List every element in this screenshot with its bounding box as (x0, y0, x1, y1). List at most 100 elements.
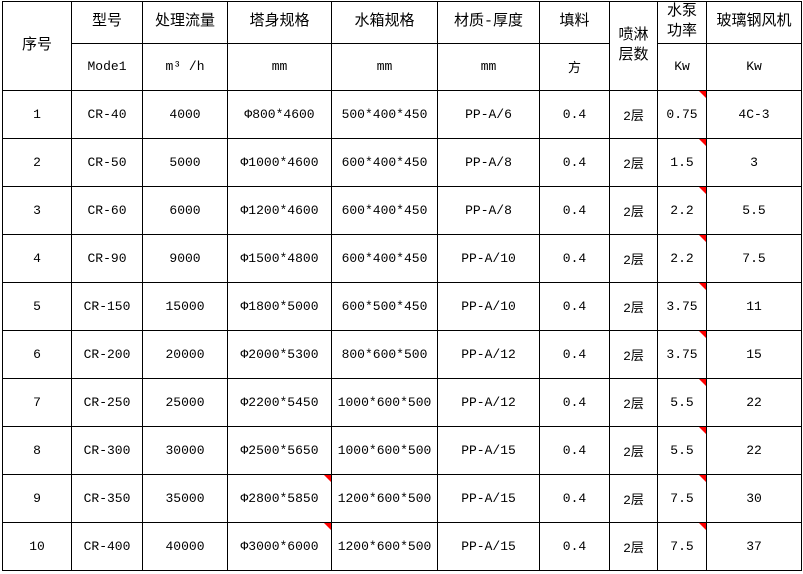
cell-spray-layers: 2层 (609, 233, 658, 283)
table-row: 1 CR-40 4000 Φ800*4600 500*400*450 PP-A/… (2, 89, 802, 139)
cell-filler: 0.4 (539, 473, 610, 523)
cell-model: CR-90 (71, 233, 143, 283)
cell-tank-spec: 600*400*450 (331, 185, 438, 235)
cell-filler: 0.4 (539, 425, 610, 475)
comment-marker-icon (699, 474, 706, 482)
cell-serial: 8 (2, 425, 72, 475)
cell-tank-spec: 1200*600*500 (331, 473, 438, 523)
col-header-spray-layers: 喷淋层数 (609, 1, 658, 91)
cell-material-thickness: PP-A/6 (437, 89, 540, 139)
cell-flow: 20000 (142, 329, 228, 379)
table-row: 3 CR-60 6000 Φ1200*4600 600*400*450 PP-A… (2, 185, 802, 235)
cell-tank-spec: 800*600*500 (331, 329, 438, 379)
cell-fan: 4C-3 (706, 89, 802, 139)
cell-pump-power: 7.5 (657, 521, 707, 571)
cell-model: CR-350 (71, 473, 143, 523)
table-row: 8 CR-300 30000 Φ2500*5650 1000*600*500 P… (2, 425, 802, 475)
cell-model: CR-200 (71, 329, 143, 379)
comment-marker-icon (699, 90, 706, 98)
col-header-material-thickness: 材质-厚度 (437, 1, 540, 44)
cell-serial: 1 (2, 89, 72, 139)
table-header: 序号 型号 处理流量 塔身规格 水箱规格 材质-厚度 填料 喷淋层数 水泵功率 … (2, 1, 802, 91)
cell-fan: 5.5 (706, 185, 802, 235)
cell-pump-power: 3.75 (657, 329, 707, 379)
cell-model: CR-50 (71, 137, 143, 187)
cell-filler: 0.4 (539, 329, 610, 379)
cell-filler: 0.4 (539, 185, 610, 235)
cell-flow: 6000 (142, 185, 228, 235)
cell-filler: 0.4 (539, 281, 610, 331)
cell-model: CR-300 (71, 425, 143, 475)
cell-tower-spec: Φ800*4600 (227, 89, 332, 139)
cell-flow: 9000 (142, 233, 228, 283)
col-header-flow: 处理流量 (142, 1, 228, 44)
cell-tower-spec: Φ1500*4800 (227, 233, 332, 283)
cell-pump-power: 2.2 (657, 185, 707, 235)
cell-tank-spec: 1000*600*500 (331, 425, 438, 475)
table-row: 5 CR-150 15000 Φ1800*5000 600*500*450 PP… (2, 281, 802, 331)
cell-tank-spec: 500*400*450 (331, 89, 438, 139)
header-unit-row: Mode1 m³ /h mm mm mm 方 Kw Kw (3, 42, 802, 91)
table-row: 9 CR-350 35000 Φ2800*5850 1200*600*500 P… (2, 473, 802, 523)
col-header-model: 型号 (71, 1, 143, 44)
cell-fan: 30 (706, 473, 802, 523)
comment-marker-icon (699, 330, 706, 338)
cell-tower-spec: Φ1200*4600 (227, 185, 332, 235)
comment-marker-icon (324, 474, 331, 482)
cell-tank-spec: 600*500*450 (331, 281, 438, 331)
cell-tank-spec: 600*400*450 (331, 137, 438, 187)
cell-serial: 3 (2, 185, 72, 235)
cell-pump-power: 5.5 (657, 377, 707, 427)
cell-pump-power: 2.2 (657, 233, 707, 283)
comment-marker-icon (699, 234, 706, 242)
comment-marker-icon (699, 282, 706, 290)
cell-flow: 4000 (142, 89, 228, 139)
unit-material-thickness: mm (437, 42, 540, 91)
cell-filler: 0.4 (539, 521, 610, 571)
cell-serial: 9 (2, 473, 72, 523)
cell-material-thickness: PP-A/8 (437, 185, 540, 235)
comment-marker-icon (699, 138, 706, 146)
cell-serial: 4 (2, 233, 72, 283)
cell-pump-power: 1.5 (657, 137, 707, 187)
cell-spray-layers: 2层 (609, 281, 658, 331)
cell-filler: 0.4 (539, 137, 610, 187)
cell-serial: 5 (2, 281, 72, 331)
cell-tower-spec: Φ2000*5300 (227, 329, 332, 379)
cell-tank-spec: 1000*600*500 (331, 377, 438, 427)
cell-pump-power: 0.75 (657, 89, 707, 139)
cell-flow: 15000 (142, 281, 228, 331)
cell-flow: 35000 (142, 473, 228, 523)
cell-model: CR-400 (71, 521, 143, 571)
cell-material-thickness: PP-A/8 (437, 137, 540, 187)
cell-tower-spec: Φ3000*6000 (227, 521, 332, 571)
cell-model: CR-60 (71, 185, 143, 235)
cell-fan: 7.5 (706, 233, 802, 283)
cell-spray-layers: 2层 (609, 185, 658, 235)
cell-fan: 37 (706, 521, 802, 571)
col-header-serial: 序号 (2, 1, 72, 91)
cell-flow: 40000 (142, 521, 228, 571)
col-header-fan: 玻璃钢风机 (706, 1, 802, 44)
cell-material-thickness: PP-A/10 (437, 281, 540, 331)
cell-fan: 15 (706, 329, 802, 379)
unit-filler: 方 (539, 42, 610, 91)
comment-marker-icon (699, 522, 706, 530)
cell-tower-spec: Φ2200*5450 (227, 377, 332, 427)
cell-fan: 11 (706, 281, 802, 331)
comment-marker-icon (324, 522, 331, 530)
cell-serial: 10 (2, 521, 72, 571)
cell-model: CR-40 (71, 89, 143, 139)
cell-fan: 3 (706, 137, 802, 187)
table-row: 2 CR-50 5000 Φ1000*4600 600*400*450 PP-A… (2, 137, 802, 187)
cell-serial: 2 (2, 137, 72, 187)
cell-pump-power: 3.75 (657, 281, 707, 331)
cell-filler: 0.4 (539, 377, 610, 427)
cell-model: CR-250 (71, 377, 143, 427)
cell-serial: 6 (2, 329, 72, 379)
cell-material-thickness: PP-A/15 (437, 425, 540, 475)
cell-material-thickness: PP-A/12 (437, 377, 540, 427)
cell-material-thickness: PP-A/12 (437, 329, 540, 379)
